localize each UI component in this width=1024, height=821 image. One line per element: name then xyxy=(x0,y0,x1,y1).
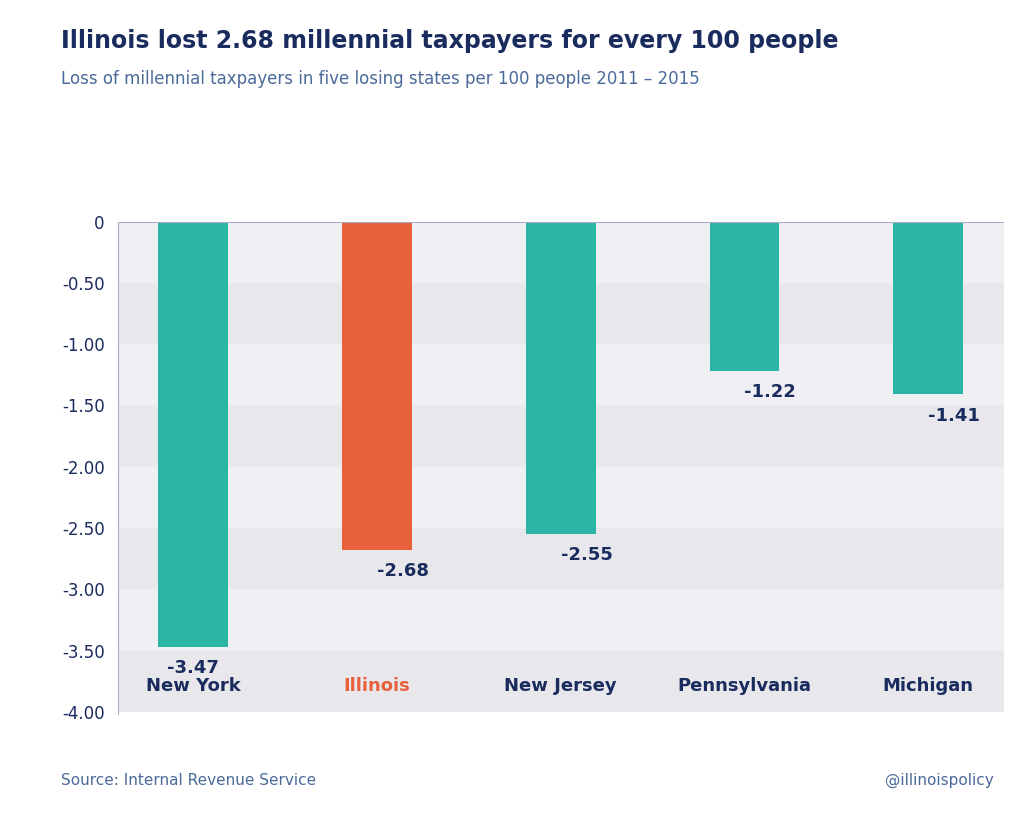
Bar xyxy=(118,344,1004,406)
Text: Pennsylvania: Pennsylvania xyxy=(678,677,811,695)
Text: -2.55: -2.55 xyxy=(561,547,612,564)
Bar xyxy=(710,222,779,371)
Text: New York: New York xyxy=(145,677,241,695)
Bar xyxy=(893,222,964,394)
Text: Michigan: Michigan xyxy=(883,677,974,695)
Bar xyxy=(118,222,1004,283)
Text: -1.22: -1.22 xyxy=(744,383,797,401)
Text: Illinois: Illinois xyxy=(343,677,411,695)
Text: Source: Internal Revenue Service: Source: Internal Revenue Service xyxy=(61,773,316,788)
Bar xyxy=(158,222,228,647)
Text: -3.47: -3.47 xyxy=(167,659,219,677)
Bar xyxy=(118,650,1004,712)
Text: -1.41: -1.41 xyxy=(929,406,980,424)
Text: -2.68: -2.68 xyxy=(377,562,429,580)
Bar xyxy=(118,589,1004,650)
Bar xyxy=(118,467,1004,528)
Bar xyxy=(118,283,1004,344)
Text: @illinoispolicy: @illinoispolicy xyxy=(885,773,993,788)
Bar xyxy=(342,222,412,550)
Text: New Jersey: New Jersey xyxy=(505,677,616,695)
Bar xyxy=(525,222,596,534)
Text: Illinois lost 2.68 millennial taxpayers for every 100 people: Illinois lost 2.68 millennial taxpayers … xyxy=(61,29,839,53)
Bar xyxy=(118,528,1004,589)
Bar xyxy=(118,406,1004,467)
Text: Loss of millennial taxpayers in five losing states per 100 people 2011 – 2015: Loss of millennial taxpayers in five los… xyxy=(61,70,700,88)
